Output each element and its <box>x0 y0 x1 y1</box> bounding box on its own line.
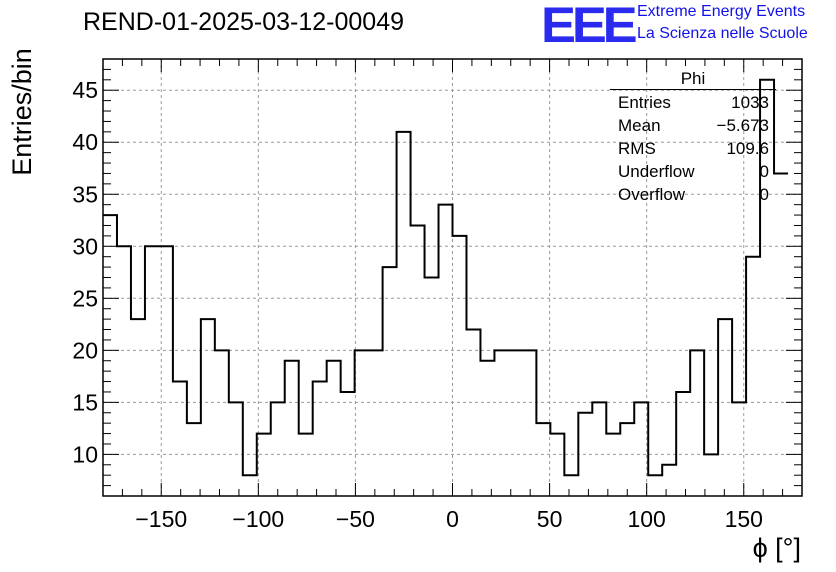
stat-value: 0 <box>759 185 769 204</box>
grid-lines <box>103 59 802 496</box>
x-axis-label: ϕ [°] <box>753 533 801 563</box>
y-tick-label: 35 <box>72 181 98 207</box>
x-tick-label: 100 <box>627 506 665 532</box>
y-tick-label: 15 <box>72 389 98 415</box>
y-tick-label: 30 <box>72 233 98 259</box>
y-tick-label: 25 <box>72 285 98 311</box>
x-tick-label: −100 <box>232 506 284 532</box>
y-tick-label: 20 <box>72 337 98 363</box>
x-tick-label: 50 <box>537 506 563 532</box>
stat-label: Underflow <box>618 162 695 181</box>
stat-label: RMS <box>618 139 656 158</box>
stat-value: 0 <box>759 162 769 181</box>
y-tick-label: 45 <box>72 77 98 103</box>
y-axis-label: Entries/bin <box>7 48 37 176</box>
stat-row-overflow: Overflow 0 <box>610 183 776 206</box>
histogram-series-phi <box>103 78 789 477</box>
logo-caption-line-2: La Scienza nelle Scuole <box>637 25 808 42</box>
logo-caption-line-1: Extreme Energy Events <box>637 3 806 20</box>
stat-value: 109.6 <box>726 139 769 158</box>
stat-row-entries: Entries 1033 <box>610 91 776 114</box>
x-tick-label: −50 <box>336 506 375 532</box>
stats-box: Phi Entries 1033 Mean −5.673 RMS 109.6 U… <box>610 68 776 206</box>
x-tick-label: −150 <box>135 506 187 532</box>
stat-label: Mean <box>618 116 661 135</box>
stat-value: −5.673 <box>716 116 769 135</box>
stat-label: Entries <box>618 93 671 112</box>
stat-value: 1033 <box>731 93 769 112</box>
stat-row-rms: RMS 109.6 <box>610 137 776 160</box>
y-tick-label: 10 <box>72 441 98 467</box>
axis-ticks <box>103 59 802 496</box>
stats-box-title: Phi <box>680 69 706 88</box>
eee-logo: EEE <box>541 0 638 53</box>
y-tick-label: 40 <box>72 129 98 155</box>
x-tick-label: 150 <box>725 506 763 532</box>
x-tick-label: 0 <box>446 506 459 532</box>
tick-labels: −150 −100 −50 0 50 100 150 10 15 20 25 30 35 40 45 <box>72 77 763 532</box>
stat-row-mean: Mean −5.673 <box>610 114 776 137</box>
stat-row-underflow: Underflow 0 <box>610 160 776 183</box>
stat-label: Overflow <box>618 185 686 204</box>
stats-divider <box>610 89 776 90</box>
chart-title: REND-01-2025-03-12-00049 <box>83 8 405 36</box>
plot-frame <box>102 58 803 497</box>
